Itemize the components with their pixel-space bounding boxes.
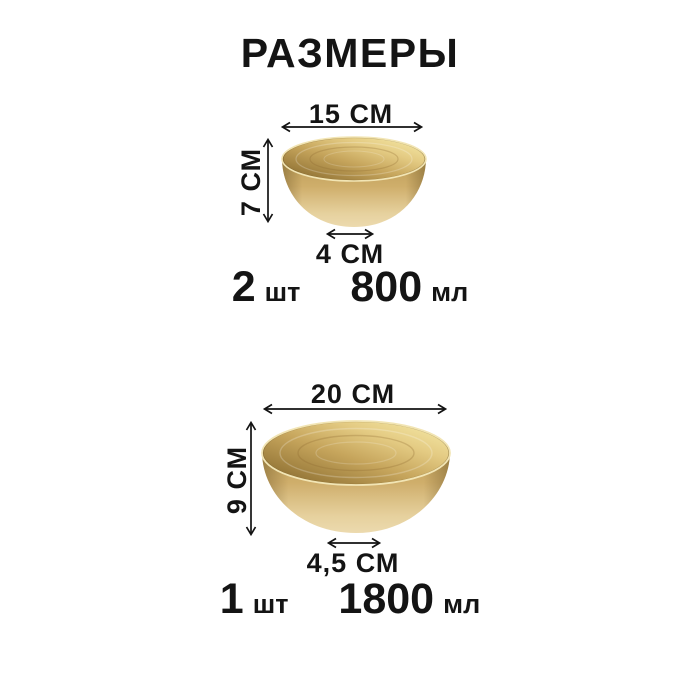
diameter-label: 15 СМ [308,99,394,129]
volume-group: 800 мл [350,266,468,309]
height-label: 7 СМ [236,147,266,217]
quantity-value: 2 [231,263,256,311]
quantity-group: 2 шт [232,266,301,309]
quantity-unit-label: шт [252,589,289,619]
quantity-value: 1 [219,575,244,623]
diameter-arrow-icon [262,403,448,415]
diameter-arrow-icon [280,121,424,133]
base-label: 4 СМ [315,239,385,269]
bowl-image-large [261,420,451,533]
base-arrow-icon [325,228,375,240]
spec-row-large: 1 шт 1800 мл [0,578,700,621]
volume-group: 1800 мл [338,578,480,621]
page-title: РАЗМЕРЫ [240,30,460,76]
bowl-image-small [281,136,427,227]
spec-row-small: 2 шт 800 мл [0,266,700,309]
height-label: 9 СМ [222,445,252,515]
volume-value: 1800 [338,575,435,623]
base-arrow-icon [326,537,382,549]
quantity-group: 1 шт [220,578,289,621]
volume-unit-label: мл [443,589,481,619]
height-arrow-icon [262,137,274,224]
diameter-label: 20 СМ [310,379,396,409]
quantity-unit-label: шт [264,277,301,307]
volume-value: 800 [350,263,423,311]
base-label: 4,5 СМ [306,548,400,578]
height-arrow-icon [245,420,257,537]
volume-unit-label: мл [431,277,469,307]
